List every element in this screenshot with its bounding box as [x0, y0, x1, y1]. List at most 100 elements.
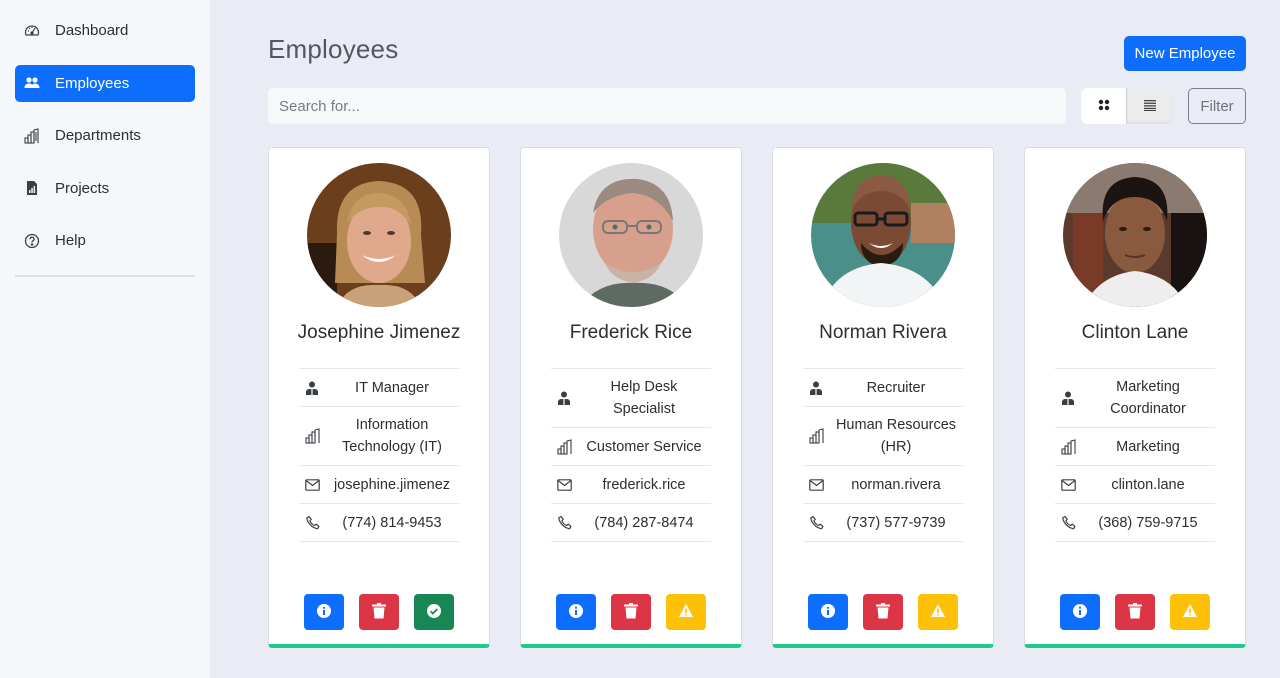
phone-row: (368) 759-9715 — [1055, 504, 1215, 542]
phone-row: (784) 287-8474 — [551, 504, 711, 542]
phone-icon — [299, 515, 329, 531]
employee-card[interactable]: Josephine Jimenez IT Manager Information… — [268, 147, 490, 648]
warning-triangle-icon — [678, 603, 694, 621]
job-title: IT Manager — [355, 379, 429, 396]
phone-icon — [803, 515, 833, 531]
email[interactable]: clinton.lane — [1111, 476, 1185, 493]
buildings-icon — [299, 428, 329, 444]
department: Information Technology (IT) — [342, 417, 442, 455]
phone-icon — [1055, 515, 1085, 531]
phone[interactable]: (784) 287-8474 — [594, 514, 694, 531]
filter-button[interactable]: Filter — [1188, 88, 1246, 124]
sidebar-item-label: Projects — [55, 179, 110, 197]
info-button[interactable] — [808, 594, 848, 630]
job-title: Recruiter — [866, 379, 926, 396]
status-button[interactable] — [1170, 594, 1210, 630]
person-badge-icon — [1055, 391, 1085, 405]
job-title-row: Marketing Coordinator — [1055, 369, 1215, 428]
info-button[interactable] — [304, 594, 344, 630]
check-circle-icon — [426, 603, 442, 622]
list-view-button[interactable] — [1126, 88, 1172, 124]
info-circle-icon — [568, 603, 584, 622]
speedometer-icon — [23, 22, 41, 40]
employee-card[interactable]: Frederick Rice Help Desk Specialist Cust… — [520, 147, 742, 648]
phone-icon — [551, 515, 581, 531]
info-button[interactable] — [556, 594, 596, 630]
phone[interactable]: (774) 814-9453 — [342, 514, 442, 531]
email-row: clinton.lane — [1055, 466, 1215, 504]
buildings-icon — [23, 127, 41, 145]
sidebar-item-label: Employees — [55, 74, 130, 92]
delete-button[interactable] — [863, 594, 903, 630]
department: Customer Service — [586, 438, 702, 455]
view-toggle — [1081, 88, 1172, 124]
employee-card[interactable]: Norman Rivera Recruiter Human Resources … — [772, 147, 994, 648]
question-circle-icon — [23, 232, 41, 250]
status-button[interactable] — [666, 594, 706, 630]
card-actions — [521, 594, 741, 630]
phone[interactable]: (368) 759-9715 — [1098, 514, 1198, 531]
department-row: Human Resources (HR) — [803, 407, 963, 466]
page-title: Employees — [268, 34, 399, 64]
list-icon — [1143, 99, 1156, 114]
grid-view-button[interactable] — [1081, 88, 1126, 124]
buildings-icon — [1055, 438, 1085, 455]
card-actions — [1025, 594, 1245, 630]
envelope-icon — [299, 478, 329, 491]
email-row: josephine.jimenez — [299, 466, 459, 504]
job-title-row: Help Desk Specialist — [551, 369, 711, 428]
email[interactable]: frederick.rice — [602, 476, 686, 493]
sidebar-item-projects[interactable]: Projects — [15, 170, 195, 207]
status-button[interactable] — [918, 594, 958, 630]
info-circle-icon — [1072, 603, 1088, 622]
info-button[interactable] — [1060, 594, 1100, 630]
card-actions — [773, 594, 993, 630]
sidebar-divider — [15, 274, 195, 277]
delete-button[interactable] — [359, 594, 399, 630]
delete-button[interactable] — [611, 594, 651, 630]
employee-name: Frederick Rice — [569, 322, 693, 343]
card-actions — [269, 594, 489, 630]
new-employee-button[interactable]: New Employee — [1124, 36, 1246, 71]
search-input[interactable] — [268, 88, 1066, 124]
phone-row: (774) 814-9453 — [299, 504, 459, 542]
job-title: Help Desk Specialist — [610, 379, 678, 417]
trash-icon — [624, 602, 638, 622]
email-row: norman.rivera — [803, 466, 963, 504]
job-title: Marketing Coordinator — [1110, 379, 1186, 417]
employee-card[interactable]: Clinton Lane Marketing Coordinator Marke… — [1024, 147, 1246, 648]
employee-card-grid: Josephine Jimenez IT Manager Information… — [268, 147, 1246, 648]
email[interactable]: josephine.jimenez — [333, 476, 451, 493]
sidebar-item-employees[interactable]: Employees — [15, 64, 195, 102]
employee-name: Josephine Jimenez — [297, 322, 461, 343]
email-row: frederick.rice — [551, 466, 711, 504]
phone[interactable]: (737) 577-9739 — [846, 514, 946, 531]
envelope-icon — [803, 478, 833, 491]
sidebar-item-label: Departments — [55, 127, 141, 144]
person-badge-icon — [551, 391, 581, 405]
employee-name: Clinton Lane — [1081, 322, 1189, 343]
trash-icon — [1128, 602, 1142, 622]
grid-icon — [1098, 99, 1110, 114]
sidebar: Dashboard Employees Departments Projects… — [0, 0, 210, 678]
employee-info-list: Help Desk Specialist Customer Service fr… — [551, 368, 711, 542]
job-title-row: Recruiter — [803, 369, 963, 407]
delete-button[interactable] — [1115, 594, 1155, 630]
envelope-icon — [551, 478, 581, 491]
envelope-icon — [1055, 478, 1085, 491]
sidebar-item-dashboard[interactable]: Dashboard — [15, 12, 195, 49]
department-row: Customer Service — [551, 428, 711, 466]
status-button[interactable] — [414, 594, 454, 630]
department-row: Marketing — [1055, 428, 1215, 466]
person-badge-icon — [299, 381, 329, 395]
sidebar-item-help[interactable]: Help — [15, 222, 195, 259]
employee-name: Norman Rivera — [819, 322, 947, 343]
phone-row: (737) 577-9739 — [803, 504, 963, 542]
department: Human Resources (HR) — [835, 417, 957, 455]
email[interactable]: norman.rivera — [851, 476, 941, 493]
department-row: Information Technology (IT) — [299, 407, 459, 466]
people-icon — [23, 74, 41, 92]
sidebar-item-departments[interactable]: Departments — [15, 117, 195, 154]
avatar — [307, 163, 451, 307]
sidebar-item-label: Dashboard — [55, 22, 129, 39]
